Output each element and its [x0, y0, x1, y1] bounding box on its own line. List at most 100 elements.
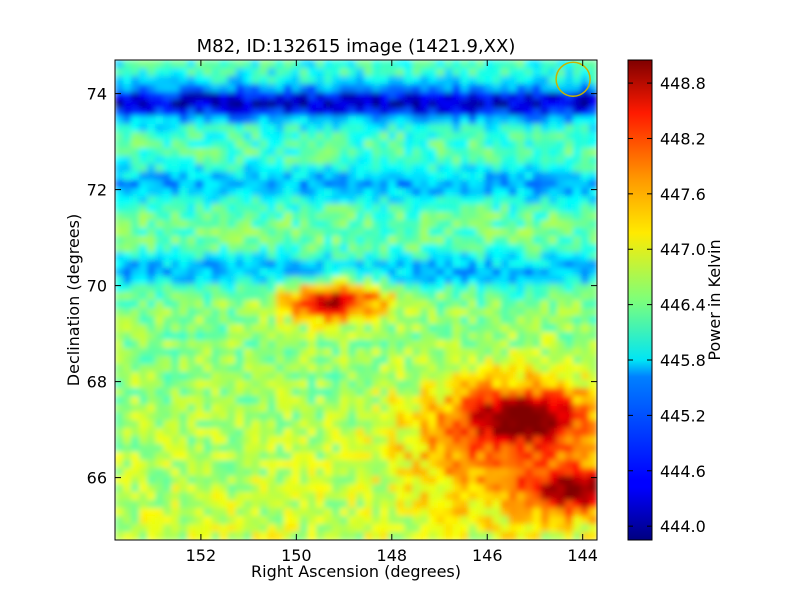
heatmap-cell [516, 132, 526, 141]
heatmap-cell [139, 308, 148, 317]
heatmap-cell [548, 524, 558, 533]
heatmap-cell [179, 196, 188, 205]
heatmap-cell [195, 76, 204, 85]
heatmap-cell [468, 484, 478, 493]
colorbar-tick-label: 445.2 [660, 406, 706, 425]
heatmap-cell [227, 116, 237, 125]
heatmap-cell [171, 420, 180, 429]
heatmap-cell [564, 156, 574, 165]
heatmap-cell [556, 340, 566, 349]
heatmap-cell [508, 92, 518, 101]
heatmap-cell [251, 396, 261, 405]
heatmap-cell [299, 172, 309, 181]
heatmap-cell [364, 396, 373, 405]
heatmap-cell [452, 108, 462, 117]
heatmap-cell [187, 100, 196, 109]
heatmap-cell [580, 124, 590, 133]
heatmap-cell [452, 324, 462, 333]
heatmap-cell [484, 252, 494, 261]
heatmap-cell [331, 116, 341, 125]
heatmap-cell [187, 484, 196, 493]
heatmap-cell [187, 380, 196, 389]
heatmap-cell [396, 68, 405, 77]
heatmap-cell [404, 276, 413, 285]
heatmap-cell [123, 396, 132, 405]
heatmap-cell [548, 276, 558, 285]
heatmap-cell [540, 308, 550, 317]
heatmap-cell [524, 252, 534, 261]
heatmap-cell [139, 428, 148, 437]
heatmap-cell [468, 452, 478, 461]
heatmap-cell [115, 508, 124, 517]
heatmap-cell [540, 300, 550, 309]
heatmap-cell [131, 436, 140, 445]
heatmap-cell [315, 388, 325, 397]
heatmap-cell [460, 212, 470, 221]
heatmap-cell [179, 180, 188, 189]
heatmap-cell [267, 108, 277, 117]
heatmap-cell [339, 188, 349, 197]
heatmap-cell [444, 532, 453, 540]
heatmap-cell [195, 292, 204, 301]
heatmap-cell [155, 180, 164, 189]
heatmap-cell [556, 508, 566, 517]
heatmap-cell [588, 84, 597, 93]
heatmap-cell [115, 100, 124, 109]
heatmap-cell [155, 452, 164, 461]
heatmap-cell [444, 356, 453, 365]
heatmap-cell [283, 380, 293, 389]
heatmap-cell [388, 436, 397, 445]
heatmap-cell [388, 116, 397, 125]
heatmap-cell [396, 300, 405, 309]
heatmap-cell [243, 172, 253, 181]
heatmap-cell [251, 172, 261, 181]
heatmap-cell [588, 172, 597, 181]
heatmap-cell [139, 348, 148, 357]
heatmap-cell [412, 492, 421, 501]
heatmap-cell [516, 396, 526, 405]
heatmap-cell [131, 428, 140, 437]
heatmap-cell [163, 388, 172, 397]
heatmap-cell [492, 188, 502, 197]
heatmap-cell [468, 332, 478, 341]
heatmap-cell [412, 332, 421, 341]
heatmap-cell [315, 508, 325, 517]
heatmap-cell [243, 156, 253, 165]
heatmap-cell [155, 372, 164, 381]
heatmap-cell [307, 268, 317, 277]
heatmap-cell [500, 124, 510, 133]
heatmap-cell [476, 460, 486, 469]
heatmap-cell [187, 156, 196, 165]
heatmap-cell [564, 220, 574, 229]
heatmap-cell [147, 508, 156, 517]
heatmap-cell [331, 132, 341, 141]
heatmap-cell [299, 428, 309, 437]
heatmap-cell [428, 124, 437, 133]
heatmap-cell [548, 492, 558, 501]
heatmap-cell [275, 260, 285, 269]
heatmap-cell [331, 412, 341, 421]
heatmap-cell [580, 492, 590, 501]
heatmap-cell [524, 172, 534, 181]
heatmap-cell [267, 356, 277, 365]
heatmap-cell [508, 452, 518, 461]
heatmap-cell [484, 404, 494, 413]
heatmap-cell [468, 460, 478, 469]
heatmap-cell [219, 340, 229, 349]
heatmap-cell [123, 76, 132, 85]
heatmap-cell [339, 332, 349, 341]
heatmap-cell [131, 204, 140, 213]
heatmap-cell [420, 164, 429, 173]
heatmap-cell [131, 100, 140, 109]
heatmap-cell [524, 196, 534, 205]
heatmap-cell [428, 140, 437, 149]
heatmap-cell [404, 444, 413, 453]
heatmap-cell [540, 340, 550, 349]
heatmap-cell [468, 132, 478, 141]
heatmap-cell [235, 508, 245, 517]
heatmap-cell [548, 388, 558, 397]
heatmap-cell [548, 228, 558, 237]
heatmap-cell [420, 324, 429, 333]
heatmap-cell [339, 148, 349, 157]
heatmap-cell [251, 212, 261, 221]
